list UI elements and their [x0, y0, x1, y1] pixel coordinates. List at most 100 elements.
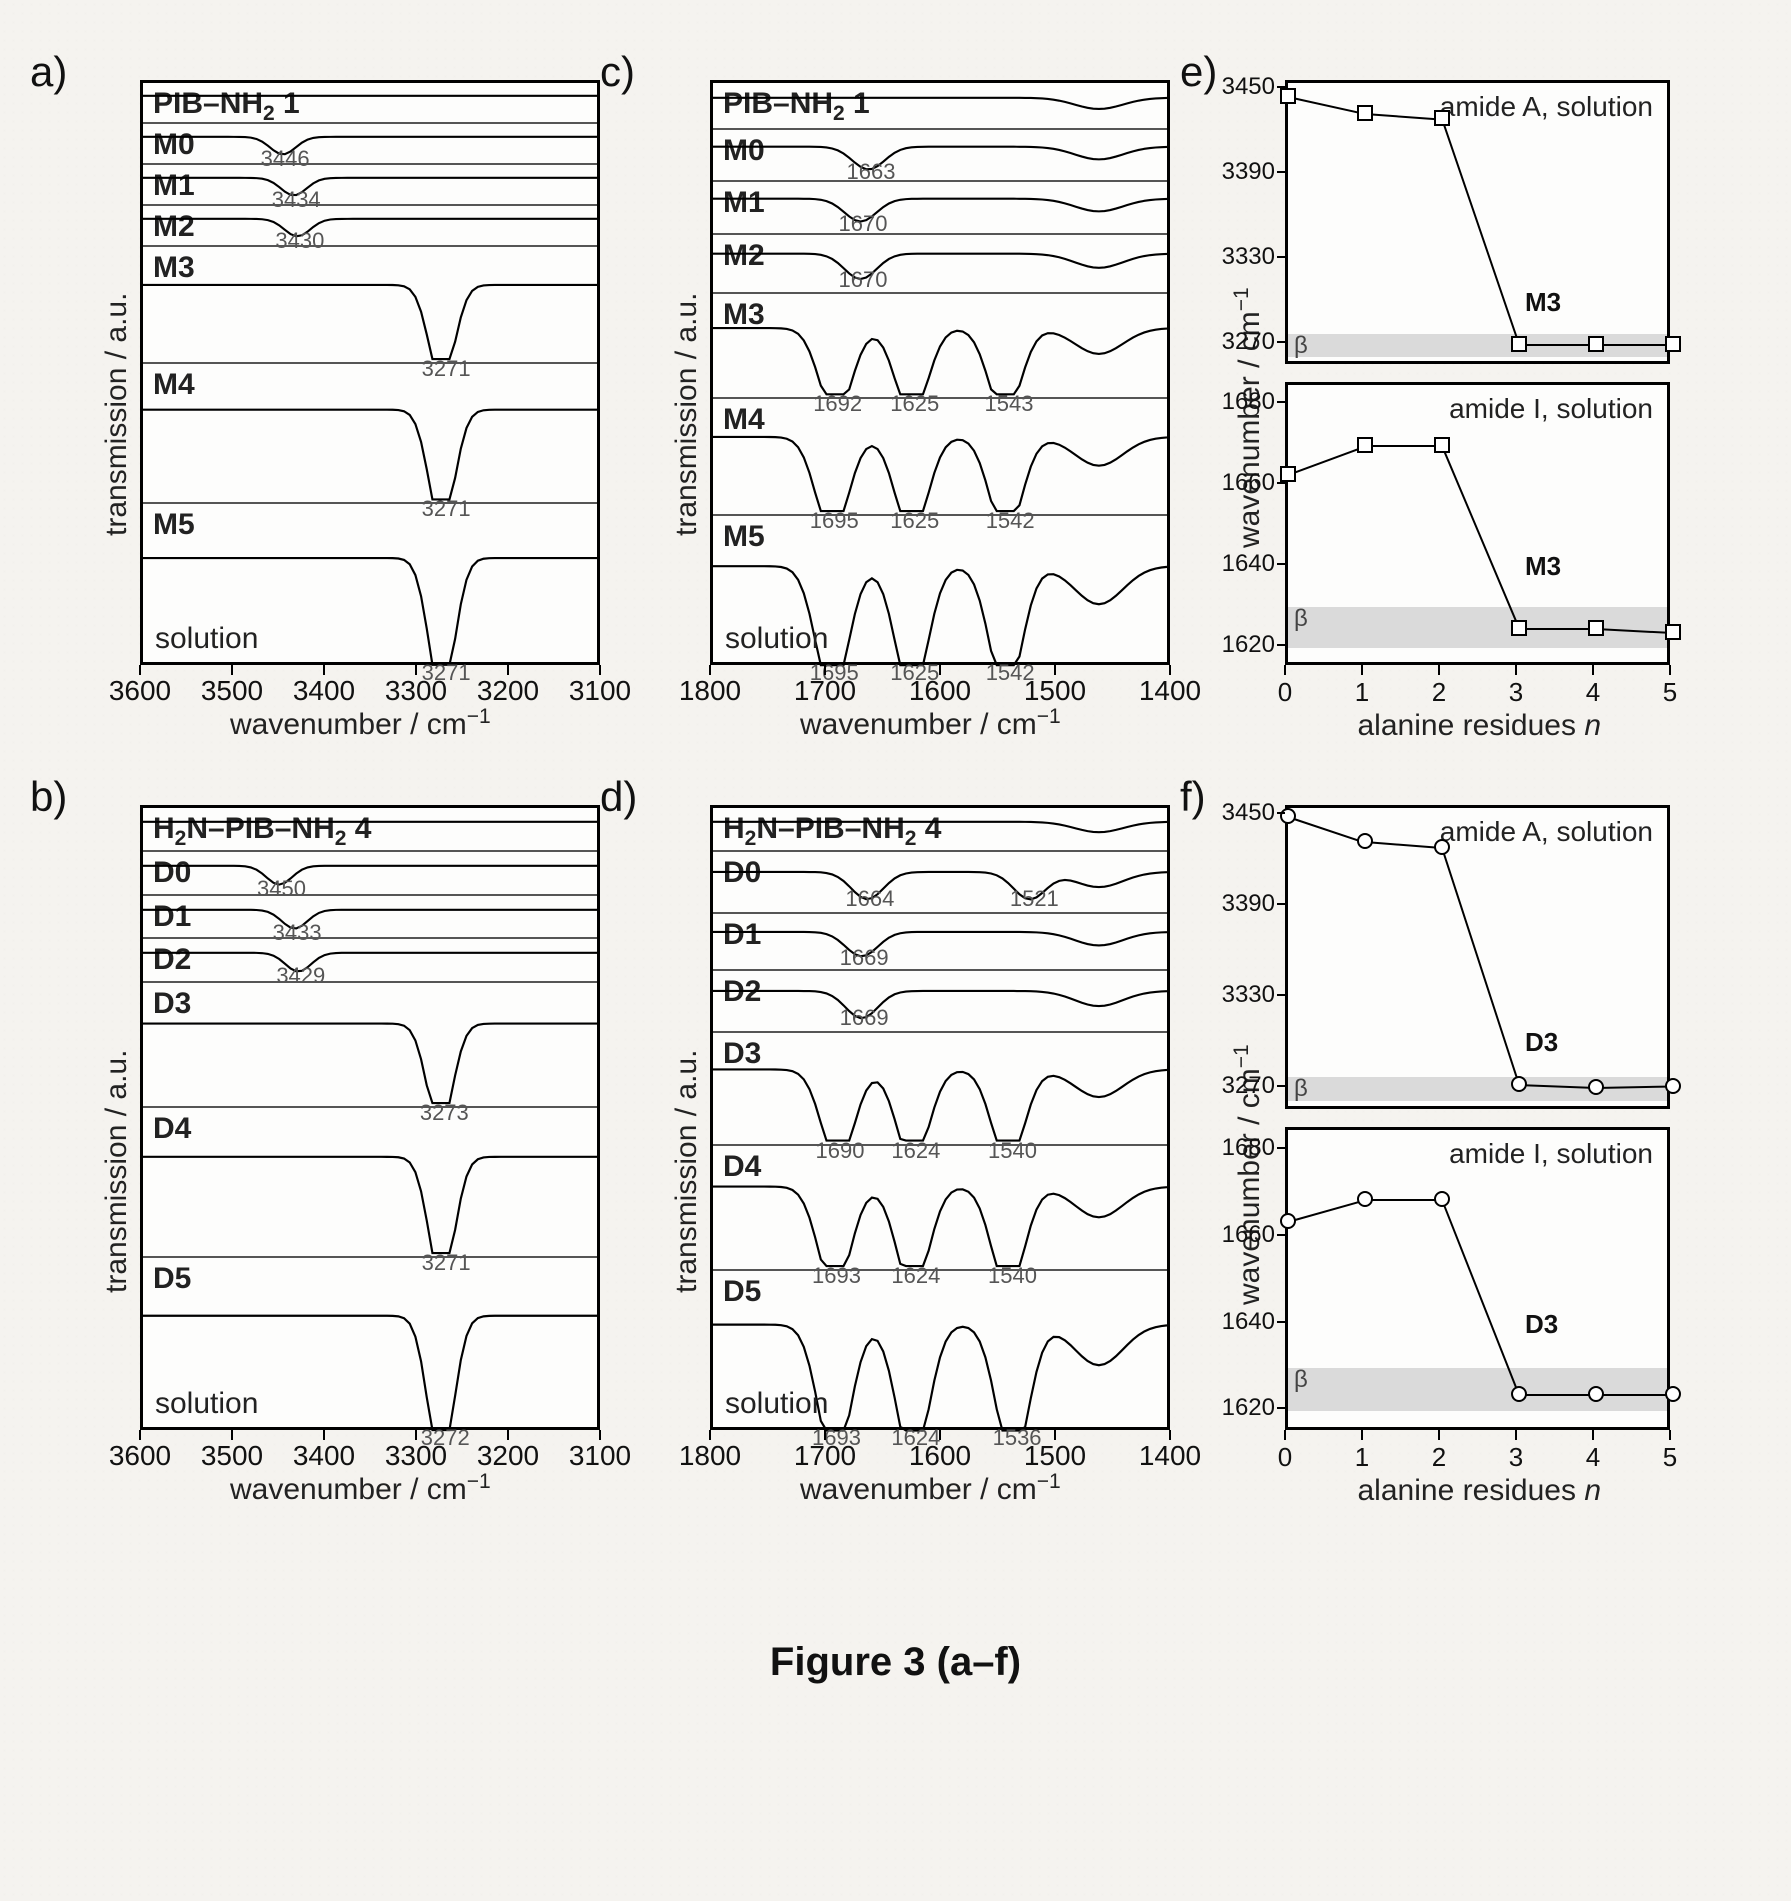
corner-text: solution	[155, 1387, 258, 1421]
peak-label: 1669	[840, 945, 889, 971]
spectrum-row: M3169216251543	[713, 294, 1167, 399]
data-marker	[1357, 105, 1373, 121]
panel-a: a)PIB–NH2 1M03446M13434M23430M33271M4327…	[70, 70, 610, 760]
x-tick-label: 1600	[900, 1440, 980, 1472]
figure-caption: Figure 3 (a–f)	[0, 1640, 1791, 1685]
data-marker	[1588, 620, 1604, 636]
x-tick-label: 5	[1655, 1442, 1685, 1473]
sub-plot-frame: amide A, solutionβD3	[1285, 805, 1670, 1109]
point-annotation: M3	[1525, 287, 1561, 318]
y-tick-label: 3450	[1215, 73, 1275, 101]
y-tick-label: 1660	[1215, 1221, 1275, 1249]
x-tick-label: 3200	[468, 1440, 548, 1472]
sub-plot-frame: amide A, solution β M3	[1285, 80, 1670, 364]
data-marker	[1588, 1386, 1604, 1402]
spectrum-row: D3169016241540	[713, 1033, 1167, 1146]
data-marker	[1511, 336, 1527, 352]
panel-label: e)	[1180, 48, 1217, 96]
panel-d: d)H2N–PIB–NH2 4D016641521D11669D21669D31…	[640, 795, 1180, 1525]
spectrum-row: D4169316241540	[713, 1146, 1167, 1271]
x-tick-label: 1700	[785, 1440, 865, 1472]
spectrum-row: PIB–NH2 1	[143, 83, 597, 124]
spectrum-row: D11669	[713, 914, 1167, 970]
sub-plot-frame: amide I, solutionβM3	[1285, 382, 1670, 666]
beta-label: β	[1294, 332, 1308, 360]
data-marker	[1665, 1386, 1681, 1402]
panel-label: b)	[30, 773, 67, 821]
spectrum-row: M03446	[143, 124, 597, 165]
spectrum-row: D33273	[143, 983, 597, 1108]
series-line	[1519, 1394, 1596, 1396]
subplot-title: amide I, solution	[1449, 1138, 1653, 1170]
beta-label: β	[1294, 1075, 1308, 1103]
x-tick-label: 3600	[100, 1440, 180, 1472]
series-line	[1596, 1394, 1673, 1396]
peak-label: 1670	[839, 211, 888, 237]
x-tick-label: 3	[1501, 677, 1531, 708]
y-tick-label: 1640	[1215, 550, 1275, 578]
y-tick-label: 3270	[1215, 1072, 1275, 1100]
series-line	[1288, 96, 1365, 115]
spectrum-row: PIB–NH2 1	[713, 83, 1167, 130]
x-tick-label: 5	[1655, 677, 1685, 708]
spectrum-row: M13434	[143, 165, 597, 206]
figure-page: a)PIB–NH2 1M03446M13434M23430M33271M4327…	[0, 0, 1791, 1901]
x-tick-label: 3500	[192, 675, 272, 707]
series-line	[1519, 628, 1596, 630]
panel-label: d)	[600, 773, 637, 821]
series-line	[1288, 445, 1366, 475]
peak-label: 1664	[845, 886, 894, 912]
series-line	[1365, 113, 1442, 121]
panel-grid: a)PIB–NH2 1M03446M13434M23430M33271M4327…	[70, 70, 1680, 1525]
series-line	[1441, 1200, 1520, 1396]
series-line	[1288, 816, 1366, 844]
data-marker	[1357, 437, 1373, 453]
data-marker	[1357, 833, 1373, 849]
x-axis-label: alanine residues n	[1358, 1474, 1602, 1508]
point-annotation: D3	[1525, 1309, 1558, 1340]
y-axis-label: transmission / a.u.	[670, 293, 704, 536]
x-axis-label: wavenumber / cm−1	[800, 705, 1061, 742]
x-axis-label: alanine residues n	[1358, 709, 1602, 743]
x-tick-label: 3	[1501, 1442, 1531, 1473]
series-line	[1288, 1199, 1366, 1223]
plot-frame: H2N–PIB–NH2 4D016641521D11669D21669D3169…	[710, 805, 1170, 1430]
peak-label: 1669	[840, 1005, 889, 1031]
panel-label: a)	[30, 48, 67, 96]
spectrum-row: H2N–PIB–NH2 4	[143, 808, 597, 852]
data-marker	[1357, 1191, 1373, 1207]
y-axis-label: transmission / a.u.	[100, 293, 134, 536]
data-marker	[1434, 1191, 1450, 1207]
x-tick-label: 2	[1424, 677, 1454, 708]
panel-label: f)	[1180, 773, 1206, 821]
peak-label: 1521	[1010, 886, 1059, 912]
x-tick-label: 1500	[1015, 675, 1095, 707]
x-tick-label: 1	[1347, 677, 1377, 708]
x-tick-label: 1600	[900, 675, 980, 707]
x-axis-label: wavenumber / cm−1	[230, 1470, 491, 1507]
spectrum-row: H2N–PIB–NH2 4	[713, 808, 1167, 852]
subplot-title: amide A, solution	[1440, 91, 1653, 123]
data-marker	[1511, 620, 1527, 636]
y-tick-label: 3390	[1215, 890, 1275, 918]
spectrum-row: M01663	[713, 130, 1167, 183]
y-tick-label: 1680	[1215, 388, 1275, 416]
peak-label: 1663	[847, 159, 896, 185]
data-marker	[1434, 110, 1450, 126]
x-tick-label: 1700	[785, 675, 865, 707]
series-line	[1365, 445, 1442, 447]
data-marker	[1280, 88, 1296, 104]
plot-frame: H2N–PIB–NH2 4D03450D13433D23429D33273D43…	[140, 805, 600, 1430]
beta-label: β	[1294, 605, 1308, 633]
x-tick-label: 0	[1270, 677, 1300, 708]
spectrum-row: D13433	[143, 896, 597, 940]
x-tick-label: 0	[1270, 1442, 1300, 1473]
x-tick-label: 3100	[560, 1440, 640, 1472]
x-tick-label: 4	[1578, 677, 1608, 708]
x-tick-label: 3400	[284, 1440, 364, 1472]
spectrum-row: D03450	[143, 852, 597, 896]
y-tick-label: 1640	[1215, 1308, 1275, 1336]
spectrum-row: M33271	[143, 247, 597, 364]
panel-label: c)	[600, 48, 635, 96]
peak-label: 1670	[839, 267, 888, 293]
